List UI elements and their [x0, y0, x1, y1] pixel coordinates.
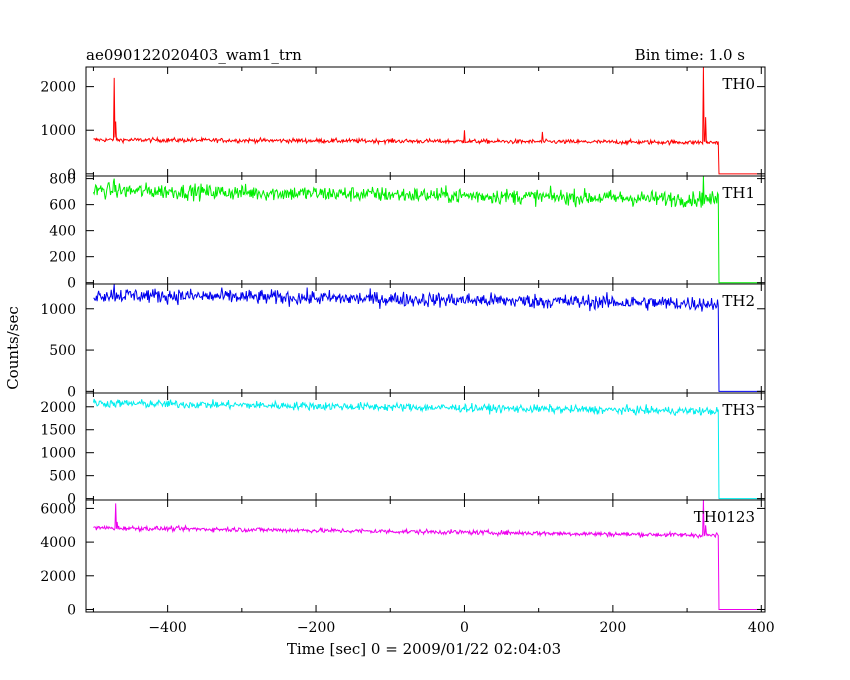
- panel-th0123: 0 2000 4000 6000 TH0123: [40, 499, 766, 618]
- x-tick-label: −200: [297, 620, 335, 636]
- y-tick-label: 1000: [40, 446, 76, 462]
- x-tick-label: −400: [148, 620, 186, 636]
- y-tick-label: 400: [49, 224, 76, 240]
- panel-label: TH0: [722, 75, 755, 93]
- y-tick-label: 2000: [40, 80, 76, 96]
- y-tick-label: 800: [49, 172, 76, 188]
- x-axis-label: Time [sec] 0 = 2009/01/22 02:04:03: [287, 640, 561, 658]
- panel-label: TH3: [722, 401, 755, 419]
- y-tick-label: 500: [49, 469, 76, 485]
- panel-th0: 0 1000 2000 TH0: [40, 66, 766, 183]
- y-tick-label: 0: [67, 602, 76, 618]
- panel-th1: 0 200 400 600 800 TH1: [49, 172, 766, 292]
- panel-label: TH2: [722, 292, 755, 310]
- y-tick-label: 6000: [40, 501, 76, 517]
- y-axis-label: Counts/sec: [4, 306, 22, 390]
- panel-frame: [85, 499, 766, 613]
- chart-title-left: ae090122020403_wam1_trn: [86, 46, 302, 64]
- panel-label: TH0123: [694, 508, 755, 526]
- y-tick-label: 2000: [40, 569, 76, 585]
- series-line-th1: [92, 176, 762, 284]
- x-tick-label: 200: [600, 620, 627, 636]
- y-tick-label: 0: [67, 384, 76, 400]
- x-tick-label: 400: [748, 620, 775, 636]
- y-tick-label: 4000: [40, 535, 76, 551]
- panel-th2: 0 500 1000 TH2: [40, 283, 766, 400]
- y-tick-label: 200: [49, 250, 76, 266]
- y-tick-label: 0: [67, 276, 76, 292]
- y-tick-label: 600: [49, 198, 76, 214]
- y-tick-label: 1500: [40, 423, 76, 439]
- series-line-th2: [93, 284, 762, 392]
- x-tick-label: 0: [460, 620, 469, 636]
- y-tick-label: 0: [67, 492, 76, 508]
- y-tick-label: 2000: [40, 400, 76, 416]
- y-tick-label: 500: [49, 343, 76, 359]
- x-tick-labels: −400 −200 0 200 400: [148, 620, 774, 636]
- panel-frame: [85, 175, 766, 285]
- series-line-th3: [92, 398, 762, 500]
- y-tick-label: 1000: [40, 302, 76, 318]
- y-tick-label: 1000: [40, 123, 76, 139]
- y-tick-label: 0: [67, 167, 76, 183]
- panel-label: TH1: [722, 184, 755, 202]
- panel-th3: 0 500 1000 1500 2000 TH3: [40, 392, 766, 508]
- series-line-th0: [93, 67, 762, 175]
- chart-title-right: Bin time: 1.0 s: [635, 46, 745, 64]
- panel-frame: [85, 66, 766, 177]
- series-line-th0123: [93, 500, 762, 610]
